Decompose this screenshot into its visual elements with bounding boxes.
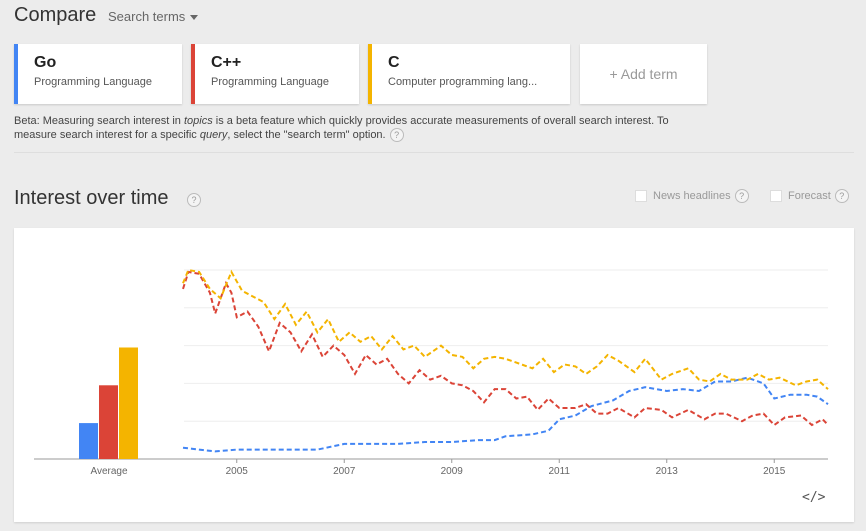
- beta-text-suffix: , select the "search term" option.: [227, 129, 386, 141]
- forecast-option[interactable]: Forecast?: [770, 189, 849, 203]
- caret-down-icon: [190, 15, 199, 21]
- help-icon[interactable]: ?: [389, 128, 404, 143]
- average-bar-go[interactable]: [79, 423, 98, 459]
- embed-code-icon[interactable]: </>: [802, 490, 826, 505]
- news-headlines-label: News headlines: [653, 189, 731, 202]
- x-tick-label: 2005: [226, 466, 249, 477]
- term-label: C++: [211, 54, 242, 71]
- forecast-checkbox[interactable]: [770, 190, 782, 202]
- beta-topics-word: topics: [183, 115, 213, 127]
- average-bar-c[interactable]: [119, 347, 138, 459]
- x-tick-label: 2007: [333, 466, 356, 477]
- news-headlines-option[interactable]: News headlines?: [635, 189, 749, 203]
- section-divider: [14, 152, 854, 153]
- average-bar-cpp[interactable]: [99, 385, 118, 459]
- term-label: Go: [34, 54, 57, 71]
- average-bar-chart: [79, 347, 138, 459]
- help-icon[interactable]: ?: [187, 193, 201, 207]
- beta-text-middle: is a beta feature which quickly provides…: [14, 115, 669, 141]
- term-label: C: [388, 54, 400, 71]
- interest-over-time-chart: 2005 2007 2009 2011 2013 2015 Average: [34, 268, 829, 477]
- series-line-c[interactable]: [182, 268, 829, 390]
- x-tick-label: 2013: [656, 466, 679, 477]
- add-term-button[interactable]: + Add term: [580, 44, 707, 104]
- search-terms-label: Search terms: [108, 9, 186, 24]
- term-card-c[interactable]: C Computer programming lang...: [368, 44, 570, 104]
- page-title: Compare: [14, 4, 97, 26]
- series-line-go[interactable]: [182, 376, 829, 453]
- term-category: Computer programming lang...: [388, 76, 538, 88]
- beta-text-prefix: Beta: Measuring search interest in: [14, 115, 184, 127]
- interest-chart-card: 2005 2007 2009 2011 2013 2015 Average </>: [14, 228, 854, 522]
- forecast-label: Forecast: [788, 189, 831, 202]
- x-tick-label: 2011: [548, 466, 570, 477]
- chart-grid: [34, 269, 828, 460]
- line-chart: [182, 268, 829, 453]
- x-axis: 2005 2007 2009 2011 2013 2015: [226, 459, 786, 477]
- x-tick-label: 2009: [441, 466, 464, 477]
- term-card-cpp[interactable]: C++ Programming Language: [191, 44, 359, 104]
- x-tick-label: 2015: [763, 466, 786, 477]
- term-card-go[interactable]: Go Programming Language: [14, 44, 182, 104]
- average-label: Average: [90, 466, 128, 477]
- beta-query-word: query: [199, 129, 228, 141]
- section-title: Interest over time: [14, 187, 169, 209]
- term-category: Programming Language: [211, 76, 330, 88]
- news-headlines-checkbox[interactable]: [635, 190, 647, 202]
- term-category: Programming Language: [34, 76, 153, 88]
- help-icon[interactable]: ?: [734, 189, 749, 203]
- beta-notice: Beta: Measuring search interest in topic…: [14, 114, 694, 143]
- series-line-cpp[interactable]: [182, 270, 829, 427]
- help-icon[interactable]: ?: [834, 189, 849, 203]
- search-terms-dropdown[interactable]: Search terms: [108, 9, 199, 24]
